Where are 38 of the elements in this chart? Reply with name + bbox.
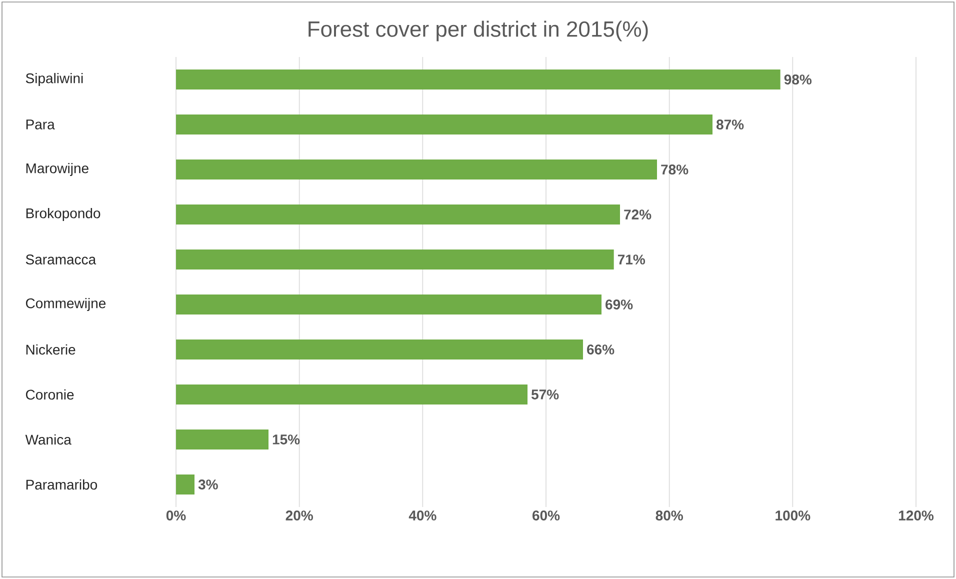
bar: [176, 160, 658, 180]
chart-title: Forest cover per district in 2015(%): [308, 20, 648, 42]
data-label: 71%: [618, 254, 646, 264]
data-label: 87%: [716, 120, 744, 130]
data-label: 3%: [198, 480, 218, 490]
y-tick-label: Saramacca: [26, 254, 96, 264]
data-label: 78%: [661, 164, 688, 174]
x-tick-label: 60%: [532, 510, 560, 520]
data-label: 69%: [606, 300, 633, 310]
bar: [176, 114, 713, 135]
y-tick-label: Marowijne: [26, 162, 88, 176]
y-tick-label: Brokopondo: [26, 208, 100, 222]
bar: [176, 250, 614, 270]
bar: [176, 340, 584, 360]
y-tick-label: Wanica: [25, 434, 72, 445]
x-tick-label: 40%: [408, 510, 436, 520]
x-tick-label: 100%: [776, 510, 810, 520]
x-tick-label: 80%: [656, 510, 683, 520]
bar: [176, 474, 194, 495]
bar: [176, 204, 620, 225]
x-tick-label: 120%: [898, 510, 934, 520]
y-tick-label: Sipaliwini: [26, 72, 83, 86]
bar: [176, 294, 602, 315]
bar: [176, 384, 528, 405]
y-tick-label: Para: [26, 120, 55, 130]
data-label: 66%: [587, 344, 614, 354]
data-label: 98%: [784, 74, 812, 84]
bar: [176, 430, 269, 450]
x-tick-label: 0%: [166, 510, 186, 520]
data-label: 72%: [624, 210, 652, 220]
data-label: 57%: [531, 390, 559, 400]
y-tick-label: Nickerie: [26, 344, 76, 355]
y-tick-label: Coronie: [26, 389, 74, 400]
y-tick-label: Paramaribo: [26, 479, 98, 490]
x-tick-label: 20%: [286, 510, 313, 520]
bar: [176, 70, 780, 90]
data-label: 15%: [272, 434, 300, 444]
y-tick-label: Commewijne: [26, 298, 106, 312]
